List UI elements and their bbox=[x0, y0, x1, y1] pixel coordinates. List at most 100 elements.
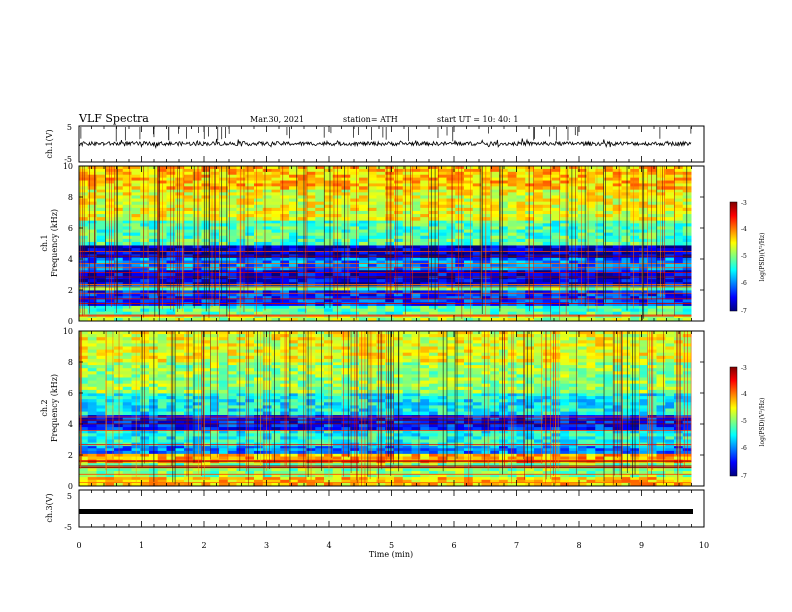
ch1-spectrogram-cell bbox=[402, 220, 412, 224]
ch1-spectrogram-cell bbox=[315, 299, 325, 303]
ch1-spectrogram-cell bbox=[297, 296, 307, 300]
ch1-spectrogram-cell bbox=[551, 290, 561, 294]
ch1-spectrogram-cell bbox=[507, 226, 517, 230]
ch2-spectrogram-cell bbox=[271, 453, 281, 457]
ch1-spectrogram-cell bbox=[612, 251, 622, 255]
ch1-spectrogram-cell bbox=[166, 317, 176, 321]
ch1-spectrogram-cell bbox=[79, 257, 89, 261]
ch1-spectrogram-cell bbox=[227, 232, 237, 237]
ch1-spectrogram-cell bbox=[569, 183, 579, 187]
ch1-spectrogram-cell bbox=[455, 260, 465, 265]
ch1-spectrogram-cell bbox=[560, 308, 570, 313]
ch1-spectrogram-cell bbox=[280, 317, 290, 321]
ch1-spectrogram-cell bbox=[455, 296, 465, 300]
ch1-spectrogram-cell bbox=[359, 226, 369, 230]
ch1-spectrogram-cell bbox=[595, 311, 605, 316]
ch1-spectrogram-cell bbox=[560, 269, 570, 274]
ch2-spectrogram-cell bbox=[472, 462, 482, 466]
ch2-spectrogram-cell bbox=[245, 482, 255, 486]
ch1-spectrogram-cell bbox=[219, 266, 229, 271]
ch1-spectrogram-cell bbox=[516, 263, 526, 268]
ch2-spectrogram-cell bbox=[481, 462, 491, 466]
ch1-spectrogram-cell bbox=[577, 235, 587, 240]
ch1-spectrogram-cell bbox=[394, 189, 404, 193]
ch1-spectrogram-cell bbox=[420, 302, 430, 306]
ch1-spectrogram-cell bbox=[262, 279, 272, 283]
ch1-spectrogram-cell bbox=[219, 296, 229, 300]
ch1-spectrogram-cell bbox=[140, 266, 150, 271]
ch1-spectrogram-cell bbox=[271, 296, 281, 300]
ch1-spectrogram-cell bbox=[254, 314, 264, 319]
ch1-spectrogram-cell bbox=[280, 180, 290, 184]
ch1-spectrogram-cell bbox=[87, 311, 97, 316]
ch2-spectrogram-cell bbox=[411, 448, 421, 452]
ch1-spectrogram-cell bbox=[297, 210, 307, 215]
ch1-spectrogram-cell bbox=[149, 171, 159, 176]
ch1-spectrogram-cell bbox=[595, 180, 605, 184]
ch1-spectrogram-cell bbox=[411, 269, 421, 274]
ch1-spectrogram-cell bbox=[271, 168, 281, 173]
ch1-spectrogram-cell bbox=[429, 308, 439, 313]
ch1-spectrogram-cell bbox=[271, 214, 281, 218]
ch2-spectrogram-cell bbox=[595, 453, 605, 457]
ch1-spectrogram-cell bbox=[271, 282, 281, 286]
ch1-spectrogram-cell bbox=[516, 229, 526, 234]
ch1-spectrogram-cell bbox=[577, 166, 587, 170]
ch2-spectrogram-cell bbox=[376, 473, 386, 478]
ch2-spectrogram-cell bbox=[245, 450, 255, 454]
ch1-spectrogram-cell bbox=[306, 168, 316, 173]
ch1-spectrogram-cell bbox=[542, 223, 552, 227]
ch2-spectrogram-cell bbox=[411, 482, 421, 486]
ch1-spectrogram-cell bbox=[350, 257, 360, 261]
ch1-spectrogram-cell bbox=[560, 257, 570, 261]
ch1-spectrogram-cell bbox=[490, 314, 500, 319]
ch1-spectrogram-cell bbox=[516, 210, 526, 215]
ch1-spectrogram-cell bbox=[674, 229, 684, 234]
ch1-spectrogram-cell bbox=[184, 269, 194, 274]
ch1-spectrogram-cell bbox=[280, 272, 290, 277]
ch1-spectrogram-cell bbox=[577, 201, 587, 206]
ch1-spectrogram-cell bbox=[674, 263, 684, 268]
ch1-spectrogram-cell bbox=[359, 238, 369, 243]
ch2-spectrogram-cell bbox=[87, 453, 97, 457]
ch1-spectrogram-cell bbox=[140, 207, 150, 212]
ch1-spectrogram-cell bbox=[464, 293, 474, 297]
ch1-spectrogram-cell bbox=[560, 266, 570, 271]
ch1-spectrogram-cell bbox=[367, 183, 377, 187]
ch2-spectrogram-cell bbox=[359, 450, 369, 454]
ch1-spectrogram-cell bbox=[429, 305, 439, 309]
ch1-spectrogram-cell bbox=[306, 257, 316, 261]
ch1-spectrogram-cell bbox=[227, 217, 237, 221]
ch1-spectrogram-cell bbox=[157, 308, 167, 313]
ch1-spectrogram-cell bbox=[131, 235, 141, 240]
ch1-spectrogram-cell bbox=[87, 263, 97, 268]
ch1-spectrogram-cell bbox=[262, 186, 272, 190]
ch1-spectrogram-cell bbox=[280, 195, 290, 199]
ch2-spectrogram-cell bbox=[359, 482, 369, 486]
ch1-spectrogram-cell bbox=[140, 299, 150, 303]
ch1-spectrogram-cell bbox=[490, 260, 500, 265]
ch2-spectrogram-cell bbox=[96, 453, 106, 457]
ch1-waveform-ylabel: ch.1(V) bbox=[45, 129, 54, 158]
ch2-spectrogram-cell bbox=[315, 471, 325, 475]
ch2-spectrogram-cell bbox=[114, 482, 124, 486]
ch1-spectrogram-cell bbox=[359, 260, 369, 265]
ch1-spectrogram-cell bbox=[411, 207, 421, 212]
ch1-spectrogram-cell bbox=[96, 223, 106, 227]
ch1-spectrogram-cell bbox=[437, 296, 447, 300]
ch1-spectrogram-cell bbox=[604, 210, 614, 215]
ch1-spectrogram-cell bbox=[507, 296, 517, 300]
ch1-spectrogram-cell bbox=[604, 263, 614, 268]
ch1-spectrogram-cell bbox=[525, 299, 535, 303]
ch1-spectrogram-cell bbox=[306, 229, 316, 234]
ch1-spectrogram-cell bbox=[569, 276, 579, 280]
ch1-spectrogram-cell bbox=[464, 266, 474, 271]
ch1-spectrogram-cell bbox=[542, 287, 552, 291]
ch1-spectrogram-cell bbox=[534, 180, 544, 184]
ch1-spectrogram-cell bbox=[612, 317, 622, 321]
ch1-spectrogram-cell bbox=[350, 248, 360, 252]
ch1-spectrogram-cell bbox=[507, 214, 517, 218]
ch1-spectrogram-cell bbox=[586, 314, 596, 319]
ch2-spectrogram-cell bbox=[481, 473, 491, 478]
ch1-spectrogram-cell bbox=[586, 248, 596, 252]
